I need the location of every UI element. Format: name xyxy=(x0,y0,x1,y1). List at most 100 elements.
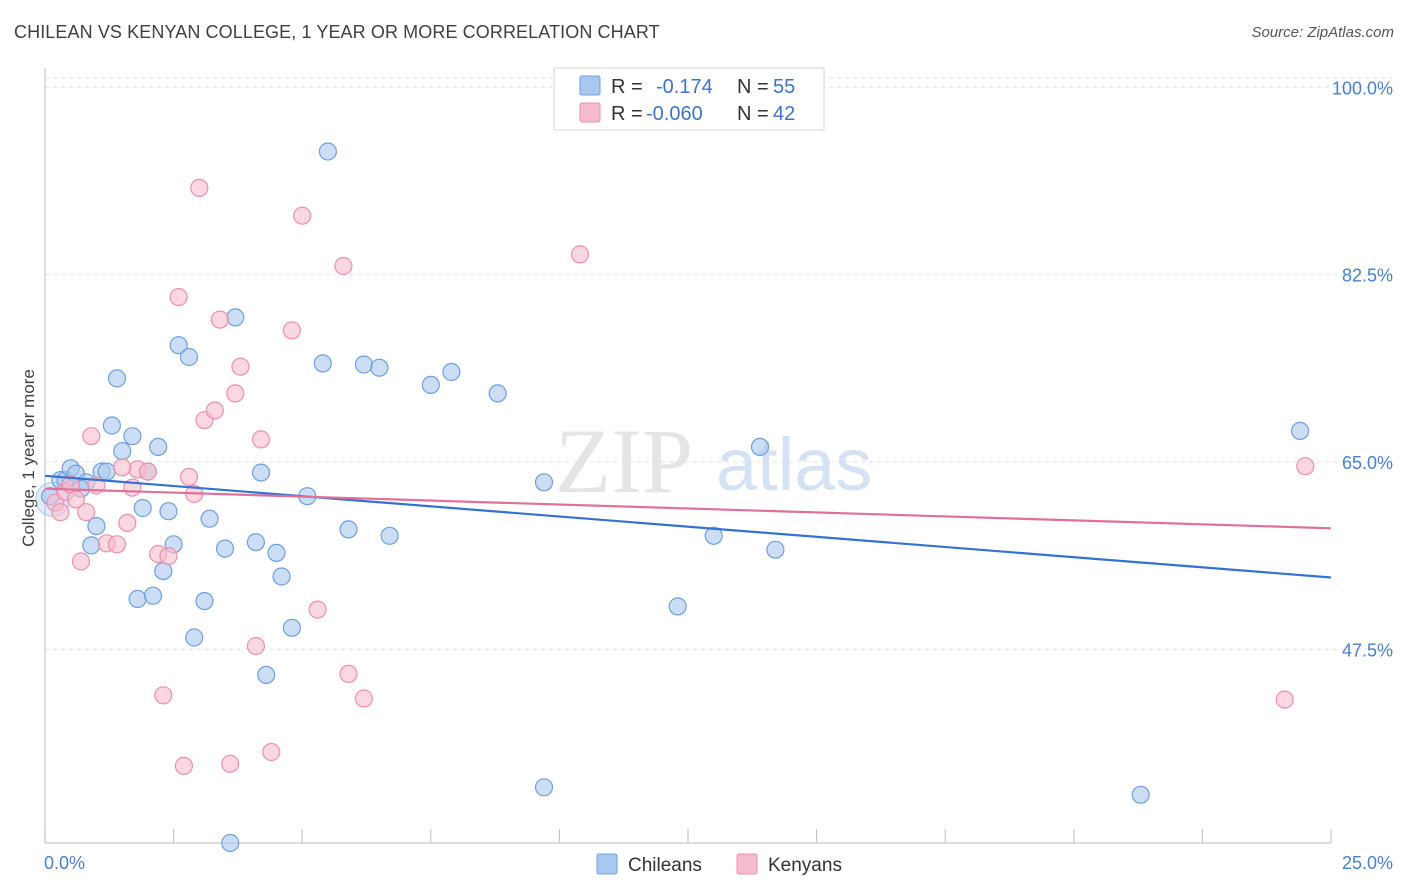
legend-swatch-kenyans xyxy=(579,102,601,123)
legend-swatch-chileans xyxy=(579,75,601,96)
point-chileans-13 xyxy=(128,589,147,609)
point-chileans-40 xyxy=(534,778,554,797)
point-chileans-33 xyxy=(339,520,358,539)
point-kenyans-33 xyxy=(308,600,327,619)
point-kenyans-31 xyxy=(282,321,301,340)
legend-swatch-kenyans-bottom xyxy=(736,853,758,875)
y-tick-labels: 100.0% 82.5% 65.0% 47.5% xyxy=(1332,78,1393,660)
point-kenyans-34 xyxy=(334,256,353,276)
point-chileans-47 xyxy=(1290,421,1310,440)
legend-r-value-kenyans: -0.060 xyxy=(646,103,703,125)
point-chileans-32 xyxy=(313,354,332,373)
point-chileans-34 xyxy=(354,355,373,374)
point-chileans-35 xyxy=(370,358,389,377)
legend-r-label-chileans: R = xyxy=(611,76,643,98)
point-chileans-50 xyxy=(267,543,286,563)
point-chileans-48 xyxy=(251,463,271,482)
point-kenyans-30 xyxy=(262,742,281,762)
point-chileans-23 xyxy=(195,591,214,611)
point-chileans-43 xyxy=(704,526,723,545)
point-chileans-20 xyxy=(169,336,188,355)
point-chileans-22 xyxy=(185,628,204,647)
correlation-legend: R = -0.174 N = 55 R = -0.060 N = 42 xyxy=(553,67,825,131)
point-chileans-44 xyxy=(750,437,770,456)
point-chileans-41 xyxy=(534,473,554,492)
point-chileans-28 xyxy=(257,665,276,685)
legend-r-label-kenyans: R = xyxy=(611,103,643,125)
point-chileans-45 xyxy=(766,540,785,559)
point-kenyans-23 xyxy=(205,401,224,420)
point-chileans-6 xyxy=(82,536,101,555)
watermark: ZIP atlas xyxy=(555,410,872,512)
point-kenyans-1 xyxy=(51,503,70,522)
point-chileans-30 xyxy=(282,618,301,637)
point-chileans-11 xyxy=(113,442,132,461)
point-kenyans-19 xyxy=(179,467,199,486)
point-kenyans-41 xyxy=(66,490,86,509)
y-tick-label-1: 82.5% xyxy=(1342,266,1393,286)
x-tick-labels: 0.0% 25.0% xyxy=(44,853,1393,873)
point-kenyans-32 xyxy=(293,206,312,225)
legend-n-value-kenyans: 42 xyxy=(773,103,795,125)
point-chileans-14 xyxy=(133,498,152,518)
point-chileans-49 xyxy=(221,833,240,853)
y-tick-label-3: 47.5% xyxy=(1342,640,1393,660)
x-tick-label-max: 25.0% xyxy=(1342,853,1393,873)
point-kenyans-36 xyxy=(354,689,373,708)
point-kenyans-4 xyxy=(71,552,91,571)
point-chileans-51 xyxy=(143,586,163,605)
point-kenyans-26 xyxy=(226,384,245,403)
point-kenyans-35 xyxy=(339,664,358,684)
point-chileans-9 xyxy=(102,416,122,435)
point-chileans-21 xyxy=(179,347,199,367)
x-tick-label-min: 0.0% xyxy=(44,853,85,873)
point-chileans-27 xyxy=(246,533,265,552)
point-chileans-18 xyxy=(159,502,178,521)
point-kenyans-15 xyxy=(154,686,173,705)
trend-line-kenyans xyxy=(44,487,1332,530)
legend-n-label-chileans: N = xyxy=(737,76,769,98)
point-kenyans-13 xyxy=(138,462,157,481)
point-kenyans-29 xyxy=(251,430,271,449)
y-tick-label-0: 100.0% xyxy=(1332,78,1393,98)
point-chileans-26 xyxy=(226,308,245,327)
trend-line-chileans xyxy=(44,474,1332,579)
point-chileans-25 xyxy=(215,539,235,558)
point-chileans-42 xyxy=(668,597,687,616)
chart-title: CHILEAN VS KENYAN COLLEGE, 1 YEAR OR MOR… xyxy=(14,22,660,42)
watermark-atlas: atlas xyxy=(716,423,872,506)
point-kenyans-39 xyxy=(1296,457,1315,476)
point-chileans-10 xyxy=(107,369,127,388)
series-kenyans-points xyxy=(46,178,1315,776)
source-credit: Source: ZipAtlas.com xyxy=(1251,24,1394,41)
point-kenyans-6 xyxy=(82,427,101,446)
legend-r-value-chileans: -0.174 xyxy=(656,76,713,98)
legend-n-label-kenyans: N = xyxy=(737,103,769,125)
point-chileans-52 xyxy=(87,516,106,536)
watermark-zip: ZIP xyxy=(555,410,693,512)
series-legend: Chileans Kenyans xyxy=(596,853,842,876)
point-kenyans-24 xyxy=(210,310,229,329)
point-chileans-12 xyxy=(123,427,142,446)
legend-label-chileans: Chileans xyxy=(628,855,702,876)
point-chileans-24 xyxy=(200,509,219,528)
point-kenyans-21 xyxy=(190,178,209,197)
point-kenyans-10 xyxy=(118,513,137,533)
point-kenyans-9 xyxy=(107,535,127,554)
y-axis-label: College, 1 year or more xyxy=(19,369,38,547)
legend-n-value-chileans: 55 xyxy=(773,76,795,98)
point-kenyans-27 xyxy=(231,357,250,376)
point-chileans-36 xyxy=(380,526,399,545)
trend-lines xyxy=(44,474,1332,579)
point-kenyans-18 xyxy=(174,756,193,776)
point-chileans-29 xyxy=(272,567,291,586)
point-kenyans-25 xyxy=(221,754,240,773)
legend-label-kenyans: Kenyans xyxy=(768,855,842,876)
point-kenyans-28 xyxy=(246,636,265,656)
point-kenyans-37 xyxy=(570,245,590,264)
point-kenyans-17 xyxy=(169,288,188,307)
point-chileans-39 xyxy=(488,384,507,403)
point-chileans-54 xyxy=(318,142,337,161)
x-ticks xyxy=(44,829,1332,843)
